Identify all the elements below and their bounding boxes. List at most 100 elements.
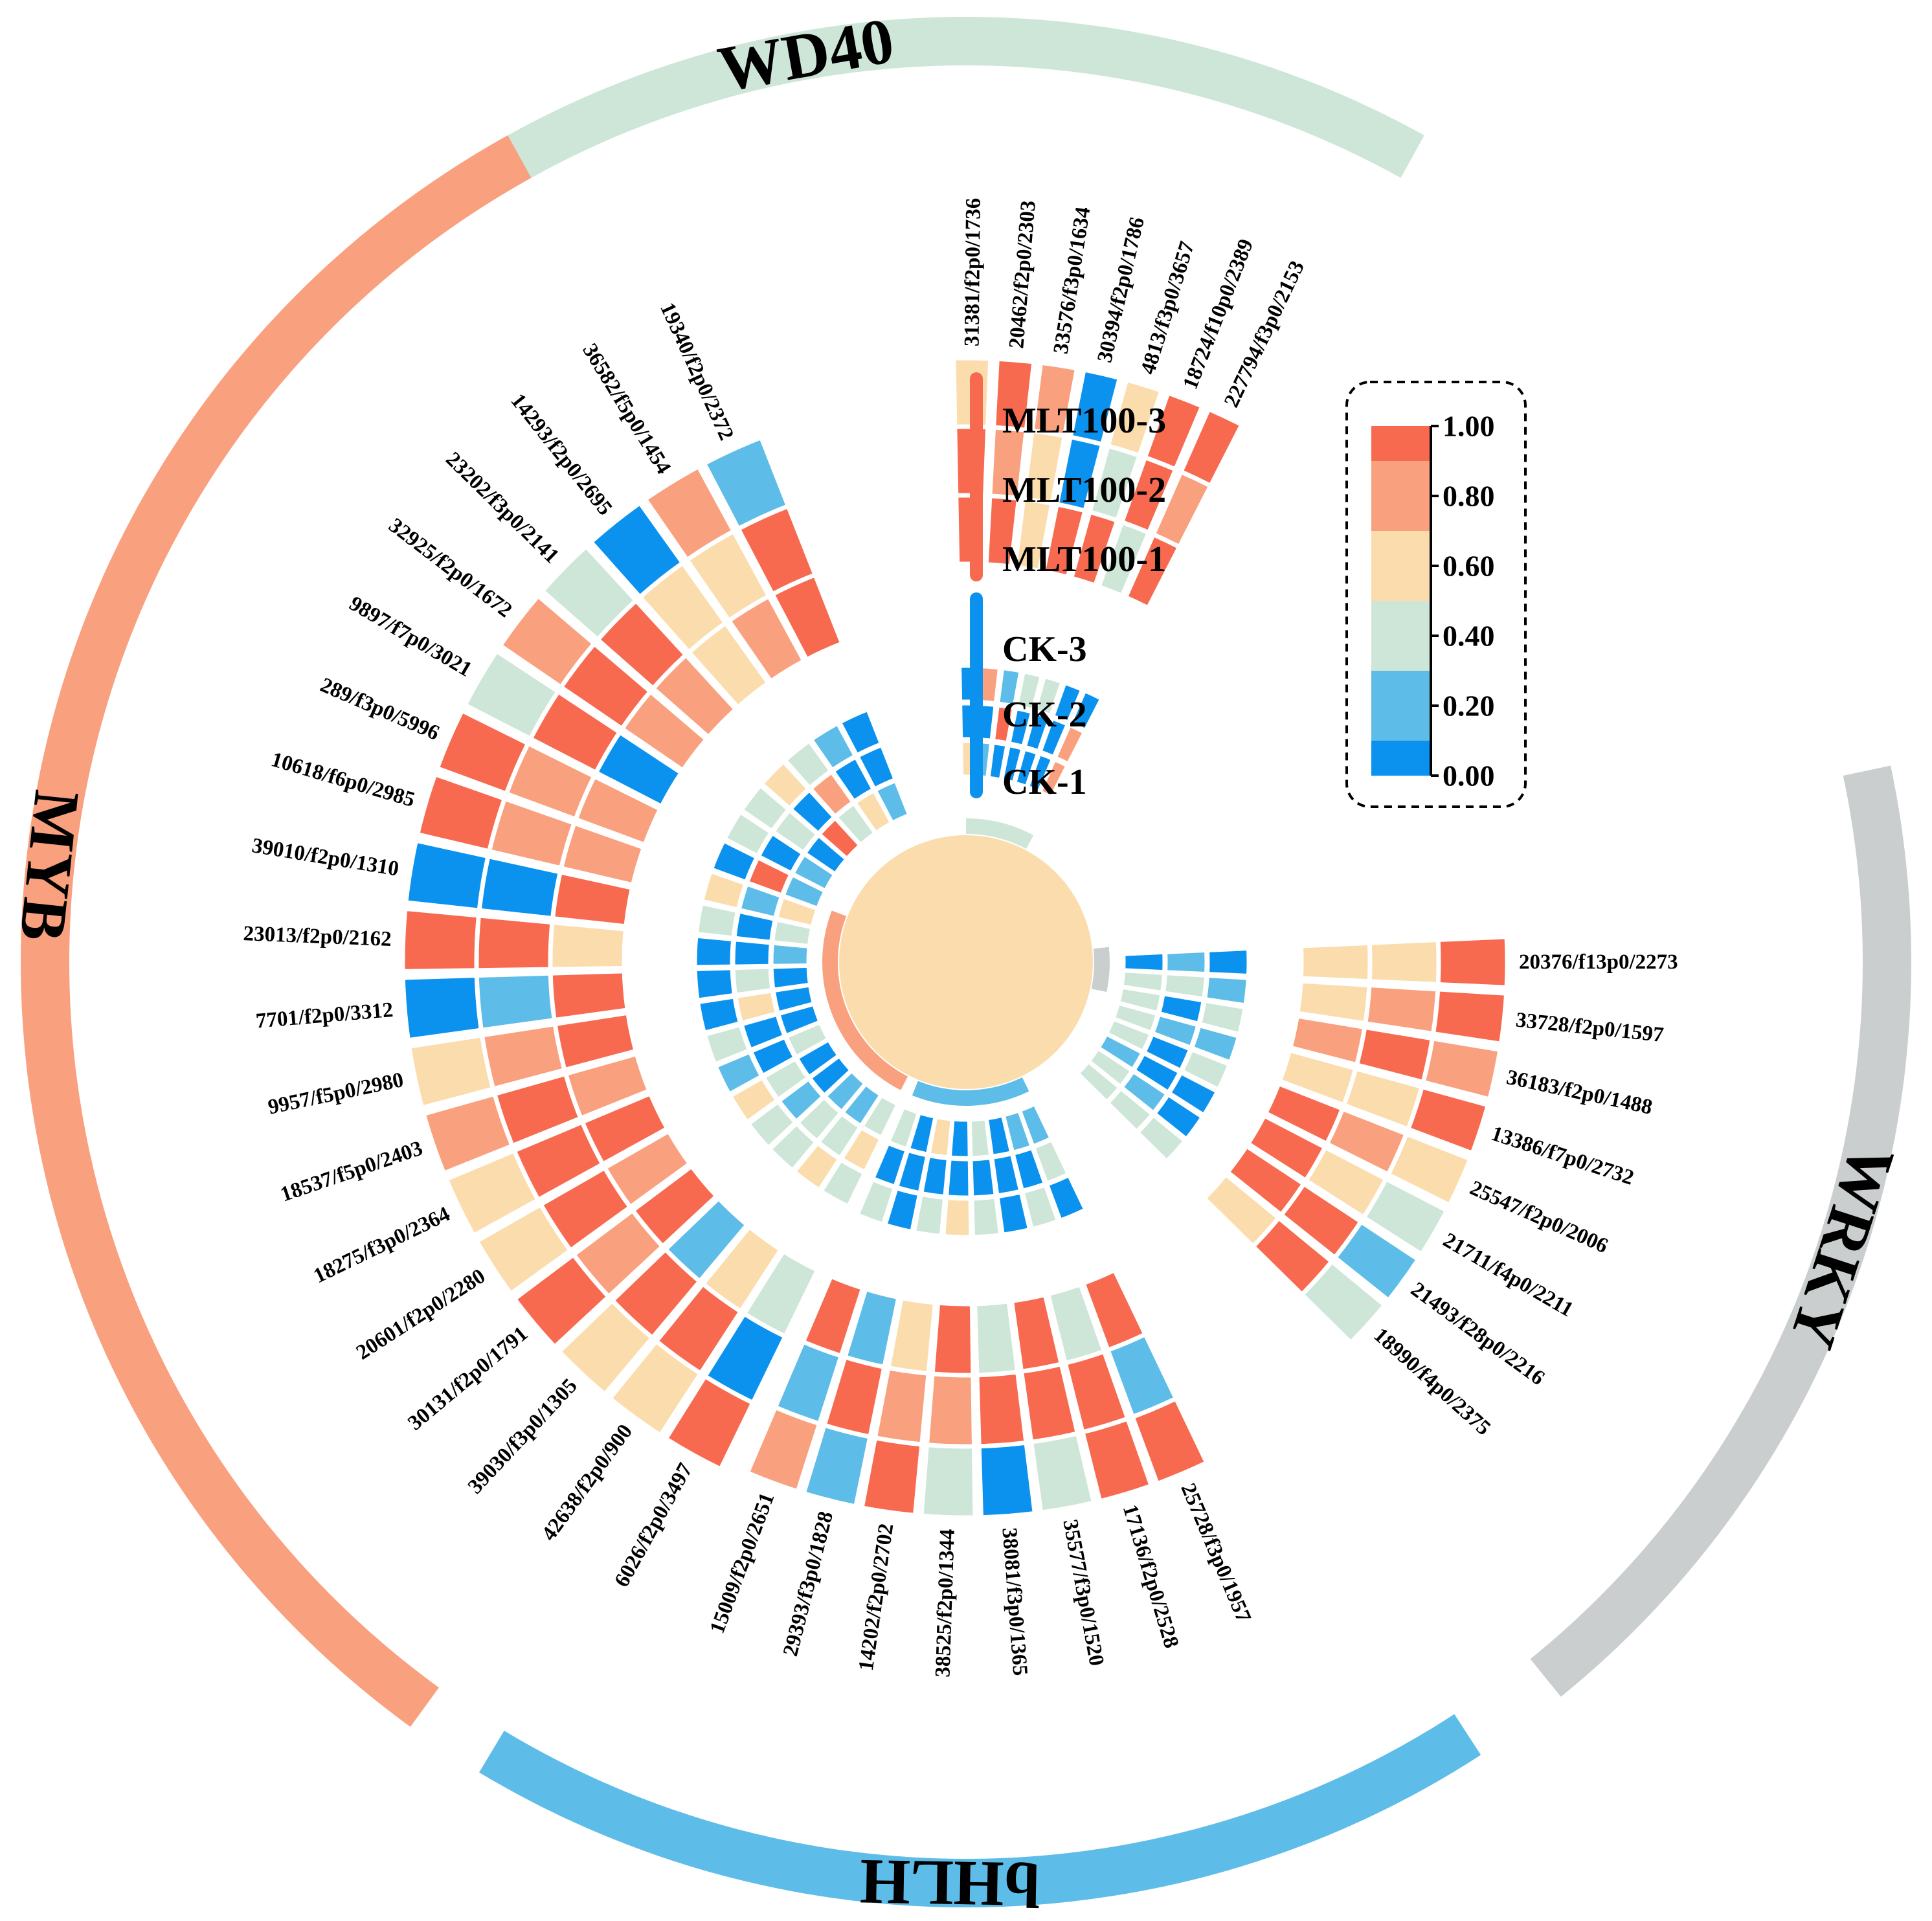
legend-swatches xyxy=(1371,426,1430,776)
cell-myb-30131-f2p0-1791-ck-1 xyxy=(810,1056,851,1095)
cell-myb-6026-f2p0-3497-mlt100-1 xyxy=(745,1252,817,1336)
cell-myb-19340-f2p0-2372-mlt100-1 xyxy=(773,575,842,659)
cell-myb-7701-f2p0-3312-mlt100-3 xyxy=(403,976,481,1040)
legend-swatch-2 xyxy=(1371,531,1430,601)
gene-label-20376-f13p0-2273: 20376/f13p0/2273 xyxy=(1519,950,1678,974)
cell-myb-39030-f3p0-1305-ck-3 xyxy=(770,1124,816,1170)
cell-bhlh-35577-f3p0-1520-mlt100-1 xyxy=(1012,1295,1061,1371)
gene-label-18537-f5p0-2403: 18537/f5p0/2403 xyxy=(278,1137,426,1207)
cell-wrky-21711-f4p0-2211-ck-3 xyxy=(1169,1073,1217,1115)
cell-myb-9897-f7p0-3021-ck-1 xyxy=(792,854,835,891)
cell-myb-36582-f5p0-1454-ck-3 xyxy=(811,723,855,770)
cell-wrky-21493-f28p0-2216-mlt100-1 xyxy=(1228,1147,1303,1215)
cell-myb-289-f3p0-5996-ck-3 xyxy=(712,841,757,882)
cell-wrky-18990-f4p0-2375-mlt100-1 xyxy=(1205,1174,1278,1246)
cell-wrky-20376-f13p0-2273-ck-3 xyxy=(1208,949,1249,976)
cell-myb-39010-f2p0-1310-ck-2 xyxy=(734,911,775,942)
cell-myb-23013-f2p0-2162-mlt100-1 xyxy=(550,923,625,969)
cell-wd40-33576-f3p0-1634-ck-2 xyxy=(993,705,1014,743)
gene-label-33728-f2p0-1597: 33728/f2p0/1597 xyxy=(1514,1008,1665,1047)
cell-myb-20601-f2p0-2280-mlt100-3 xyxy=(477,1205,570,1294)
cell-myb-9957-f5p0-2980-ck-1 xyxy=(773,985,814,1013)
cell-myb-32925-f2p0-1672-mlt100-3 xyxy=(500,596,594,687)
cell-bhlh-35577-f3p0-1520-ck-1 xyxy=(987,1116,1012,1156)
cell-bhlh-38525-f2p0-1344-ck-1 xyxy=(949,1119,970,1158)
gene-label-33576-f3p0-1634: 33576/f3p0/1634 xyxy=(1050,205,1095,355)
cell-wd40-4813-f3p0-3657-ck-2 xyxy=(1025,713,1050,751)
cell-bhlh-38525-f2p0-1344-ck-2 xyxy=(947,1158,971,1198)
cell-myb-289-f3p0-5996-ck-2 xyxy=(747,858,791,895)
cell-bhlh-29393-f3p0-1828-mlt100-1 xyxy=(846,1289,899,1367)
cell-myb-23013-f2p0-2162-mlt100-3 xyxy=(403,909,478,971)
cell-myb-36582-f5p0-1454-ck-1 xyxy=(855,791,892,833)
cell-myb-18275-f3p0-2364-ck-2 xyxy=(751,1037,795,1075)
cell-wd40-4813-f3p0-3657-mlt100-2 xyxy=(1090,446,1139,520)
sample-label-mlt100-3: MLT100-3 xyxy=(1002,401,1166,441)
cell-bhlh-25728-f3p0-1957-mlt100-3 xyxy=(1133,1399,1206,1483)
cell-myb-42638-f2p0-900-mlt100-1 xyxy=(703,1227,781,1311)
gene-label-9897-f7p0-3021: 9897/f7p0/3021 xyxy=(345,592,476,682)
cell-myb-18537-f5p0-2403-mlt100-2 xyxy=(495,1074,580,1145)
cell-wrky-20376-f13p0-2273-mlt100-3 xyxy=(1438,937,1507,987)
cell-wrky-33728-f2p0-1597-ck-3 xyxy=(1205,976,1248,1005)
cell-myb-14293-f2p0-2695-mlt100-1 xyxy=(690,623,768,707)
cell-wrky-18990-f4p0-2375-ck-3 xyxy=(1138,1115,1185,1161)
cell-bhlh-38081-f3p0-1365-mlt100-1 xyxy=(975,1301,1017,1375)
cell-bhlh-38525-f2p0-1344-mlt100-3 xyxy=(921,1445,975,1518)
cell-myb-19340-f2p0-2372-mlt100-2 xyxy=(739,506,814,594)
cell-myb-18537-f5p0-2403-mlt100-3 xyxy=(424,1094,512,1173)
cell-myb-39030-f3p0-1305-ck-2 xyxy=(798,1097,841,1141)
sample-label-mlt100-1: MLT100-1 xyxy=(1002,539,1166,579)
cell-myb-7701-f2p0-3312-ck-2 xyxy=(733,967,772,995)
cell-wrky-25547-f2p0-2006-mlt100-2 xyxy=(1327,1109,1406,1174)
cell-bhlh-25728-f3p0-1957-ck-1 xyxy=(1020,1104,1051,1146)
cell-bhlh-25728-f3p0-1957-mlt100-1 xyxy=(1084,1270,1145,1350)
cell-wd40-33576-f3p0-1634-mlt100-3 xyxy=(1032,363,1077,436)
cell-myb-14293-f2p0-2695-mlt100-3 xyxy=(591,503,682,596)
cell-myb-9897-f7p0-3021-ck-3 xyxy=(724,812,771,856)
cell-bhlh-35577-f3p0-1520-mlt100-2 xyxy=(1022,1364,1077,1442)
cell-bhlh-14202-f2p0-2702-mlt100-2 xyxy=(875,1368,928,1444)
cell-wd40-227794-f3p0-2153-ck-2 xyxy=(1055,725,1084,764)
cell-myb-10618-f6p0-2985-mlt100-3 xyxy=(418,774,504,851)
cell-myb-23202-f3p0-2141-mlt100-1 xyxy=(654,655,736,737)
cell-myb-6026-f2p0-3497-ck-3 xyxy=(822,1160,864,1206)
gene-label-10618-f6p0-2985: 10618/f6p0/2985 xyxy=(269,748,418,812)
cell-wrky-33728-f2p0-1597-mlt100-1 xyxy=(1297,981,1369,1023)
cell-bhlh-25728-f3p0-1957-mlt100-2 xyxy=(1108,1334,1176,1417)
cell-bhlh-14202-f2p0-2702-ck-2 xyxy=(921,1156,949,1196)
cell-bhlh-29393-f3p0-1828-ck-3 xyxy=(885,1188,919,1231)
cell-myb-14293-f2p0-2695-ck-1 xyxy=(836,803,875,845)
cell-myb-23202-f3p0-2141-mlt100-2 xyxy=(598,601,686,688)
cell-myb-9897-f7p0-3021-mlt100-3 xyxy=(466,651,557,738)
cell-myb-39010-f2p0-1310-mlt100-3 xyxy=(406,841,488,910)
family-label-bhlh: bHLH xyxy=(859,1846,1040,1921)
gene-label-15009-f2p0-2651: 15009/f2p0/2651 xyxy=(706,1490,780,1637)
cell-myb-42638-f2p0-900-ck-1 xyxy=(842,1084,881,1126)
legend-ticks: 1.00 0.80 0.60 0.40 0.20 0.00 xyxy=(1431,410,1495,792)
cell-wrky-13386-f7p0-2732-ck-3 xyxy=(1192,1026,1239,1062)
sample-label-ck-3: CK-3 xyxy=(1002,629,1087,669)
cell-myb-9957-f5p0-2980-mlt100-3 xyxy=(409,1035,493,1108)
gene-label-19340-f2p0-2372: 19340/f2p0/2372 xyxy=(655,299,738,444)
cell-bhlh-25728-f3p0-1957-ck-3 xyxy=(1047,1175,1085,1220)
family-arc-myb xyxy=(21,135,532,1727)
family-label-myb: MYB xyxy=(6,787,93,945)
sample-label-ck-1: CK-1 xyxy=(1002,762,1087,802)
gene-label-42638-f2p0-900: 42638/f2p0/900 xyxy=(537,1420,637,1545)
cell-myb-42638-f2p0-900-ck-3 xyxy=(794,1143,839,1190)
cell-bhlh-15009-f2p0-2651-mlt100-3 xyxy=(748,1408,819,1491)
cell-myb-39010-f2p0-1310-mlt100-1 xyxy=(553,872,632,927)
gene-label-31381-f2p0-1736: 31381/f2p0/1736 xyxy=(961,198,985,347)
cell-myb-42638-f2p0-900-mlt100-2 xyxy=(657,1285,740,1373)
cell-wd40-18724-f10p0-2389-ck-2 xyxy=(1040,718,1068,757)
family-arc-wd40 xyxy=(410,17,1424,237)
cell-wd40-227794-f3p0-2153-mlt100-3 xyxy=(1182,409,1241,486)
cell-myb-23013-f2p0-2162-ck-3 xyxy=(695,936,734,967)
cell-myb-9957-f5p0-2980-mlt100-1 xyxy=(555,1013,636,1070)
cell-myb-9957-f5p0-2980-ck-2 xyxy=(736,991,777,1023)
cell-myb-23013-f2p0-2162-ck-1 xyxy=(771,943,809,966)
cell-bhlh-35577-f3p0-1520-ck-3 xyxy=(997,1192,1029,1235)
cell-wd40-18724-f10p0-2389-mlt100-1 xyxy=(1099,522,1149,596)
gene-label-38081-f3p0-1365: 38081/f3p0/1365 xyxy=(997,1527,1031,1676)
